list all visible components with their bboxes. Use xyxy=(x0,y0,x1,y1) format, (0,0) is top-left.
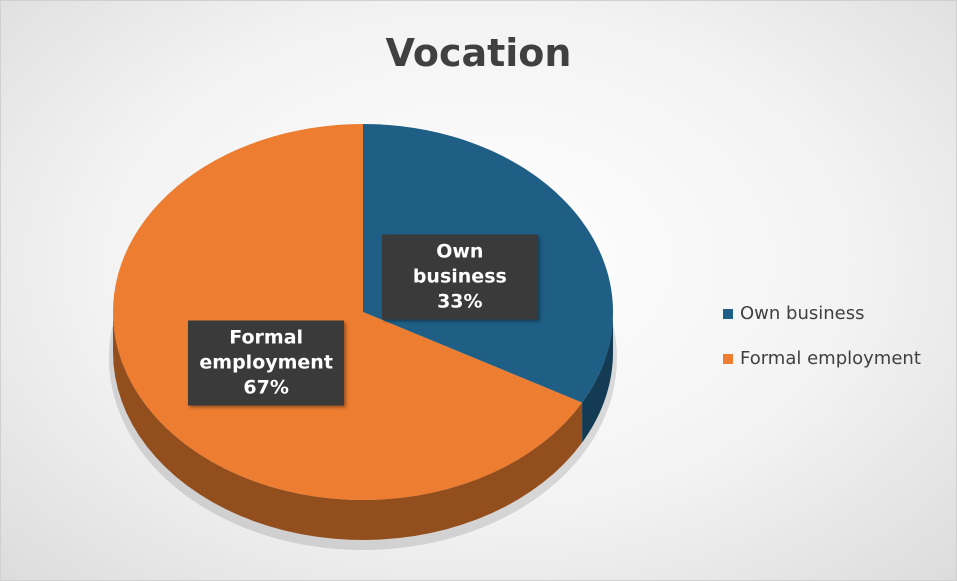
slice-side xyxy=(582,312,613,443)
legend-swatch xyxy=(723,353,733,364)
data-label-category: Own business xyxy=(412,240,507,288)
data-label-value: 67% xyxy=(243,376,289,399)
data-label: Own business 33% xyxy=(381,234,538,320)
legend-swatch xyxy=(723,308,733,319)
data-label-value: 33% xyxy=(437,290,483,313)
slice-side xyxy=(113,312,583,540)
legend-label: Formal employment xyxy=(740,348,921,369)
data-label: Formal employment 67% xyxy=(188,320,345,406)
legend-label: Own business xyxy=(740,303,865,324)
data-label-category: Formal employment xyxy=(199,326,333,374)
chart-title: Vocation xyxy=(385,31,572,75)
legend-item: Own business xyxy=(723,303,864,324)
slice xyxy=(113,124,583,500)
legend-item: Formal employment xyxy=(723,348,921,369)
